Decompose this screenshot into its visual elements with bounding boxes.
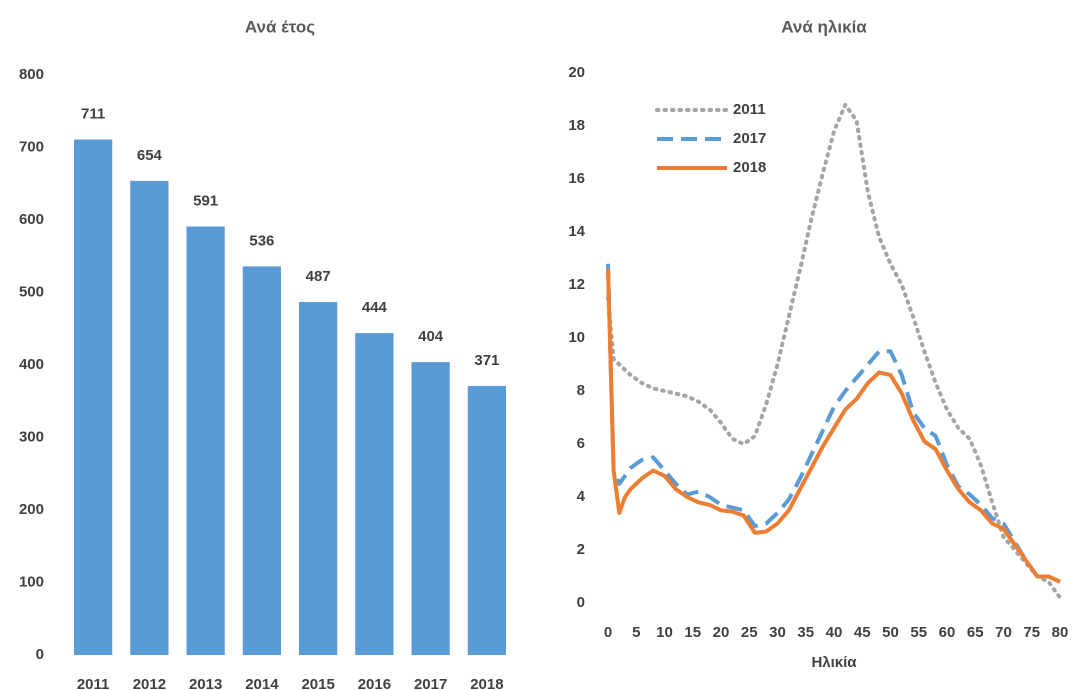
x-tick-label: 2013 xyxy=(189,676,222,690)
x-tick-label: 2014 xyxy=(245,676,279,690)
y-tick-label: 8 xyxy=(577,382,585,399)
data-label: 536 xyxy=(249,232,274,249)
legend-label: 2017 xyxy=(733,130,766,147)
legend-label: 2011 xyxy=(733,101,766,118)
data-label: 711 xyxy=(81,105,105,122)
x-tick-label: 5 xyxy=(632,624,640,641)
x-axis-label: Ηλικία xyxy=(811,654,857,671)
x-tick-label: 55 xyxy=(910,624,927,641)
x-tick-label: 70 xyxy=(995,624,1012,641)
y-tick-label: 0 xyxy=(36,646,44,663)
series-line xyxy=(606,269,1061,584)
y-tick-label: 600 xyxy=(19,211,44,228)
x-tick-label: 10 xyxy=(656,624,673,641)
x-tick-label: 2011 xyxy=(77,676,110,690)
x-tick-label: 50 xyxy=(882,624,899,641)
series-line xyxy=(606,102,1062,600)
x-tick-label: 2018 xyxy=(470,676,503,690)
x-tick-label: 15 xyxy=(684,624,701,641)
data-label: 444 xyxy=(362,299,388,316)
bar xyxy=(411,362,450,655)
y-tick-label: 300 xyxy=(19,428,44,445)
x-tick-label: 0 xyxy=(604,624,612,641)
bar xyxy=(74,139,113,655)
y-tick-label: 700 xyxy=(19,138,44,155)
y-tick-label: 16 xyxy=(568,170,585,187)
data-label: 654 xyxy=(137,147,163,164)
y-tick-label: 200 xyxy=(19,501,44,518)
series-line xyxy=(606,263,1061,584)
x-tick-label: 2016 xyxy=(358,676,391,690)
x-tick-label: 35 xyxy=(797,624,814,641)
y-tick-label: 500 xyxy=(19,283,44,300)
x-tick-label: 60 xyxy=(939,624,956,641)
y-tick-label: 14 xyxy=(568,223,585,240)
bar xyxy=(355,333,394,655)
y-tick-label: 18 xyxy=(568,117,585,134)
data-label: 487 xyxy=(306,268,331,285)
x-tick-label: 30 xyxy=(769,624,786,641)
x-tick-label: 2017 xyxy=(414,676,447,690)
x-tick-label: 2015 xyxy=(301,676,334,690)
chart-title: Ανά ηλικία xyxy=(781,17,867,36)
x-tick-label: 75 xyxy=(1023,624,1040,641)
chart-title: Ανά έτος xyxy=(245,17,315,36)
bar xyxy=(467,386,506,655)
bar xyxy=(299,301,338,655)
bar xyxy=(186,226,225,655)
y-tick-label: 2 xyxy=(577,541,585,558)
y-tick-label: 400 xyxy=(19,356,44,373)
y-tick-label: 20 xyxy=(568,64,585,81)
y-tick-label: 6 xyxy=(577,435,585,452)
x-tick-label: 80 xyxy=(1052,624,1069,641)
x-tick-label: 40 xyxy=(826,624,843,641)
x-tick-label: 2012 xyxy=(133,676,166,690)
y-tick-label: 12 xyxy=(568,276,585,293)
legend-label: 2018 xyxy=(733,159,766,176)
y-tick-label: 800 xyxy=(19,66,44,83)
data-label: 404 xyxy=(418,328,444,345)
y-tick-label: 10 xyxy=(568,329,585,346)
y-tick-label: 100 xyxy=(19,573,44,590)
data-label: 371 xyxy=(474,352,499,369)
x-tick-label: 45 xyxy=(854,624,871,641)
x-tick-label: 25 xyxy=(741,624,758,641)
data-label: 591 xyxy=(193,192,218,209)
x-tick-label: 65 xyxy=(967,624,984,641)
y-tick-label: 4 xyxy=(577,488,586,505)
x-tick-label: 20 xyxy=(713,624,730,641)
bar xyxy=(130,180,169,655)
y-tick-label: 0 xyxy=(577,594,585,611)
bar xyxy=(242,266,281,655)
